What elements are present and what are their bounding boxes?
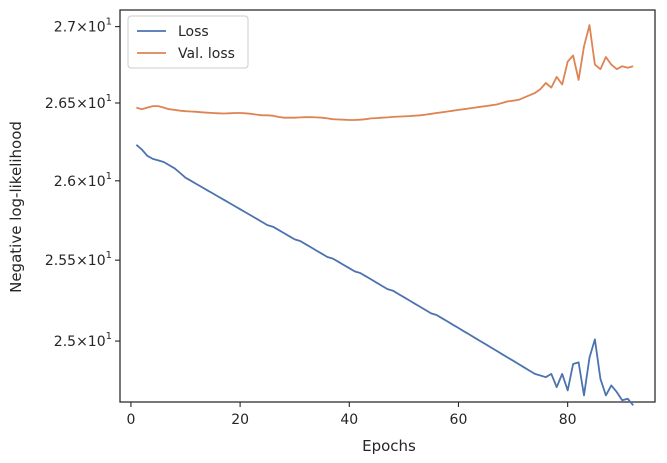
y-tick-base: 10 [88,174,106,190]
series-line-val-loss [136,24,634,121]
series-line-loss [135,144,634,406]
y-tick-base: 10 [88,96,106,112]
y-tick-base: 10 [88,20,106,36]
y-tick-mantissa: 2.55 [45,253,76,269]
y-tick-mantissa: 2.65 [45,96,76,112]
x-tick-label: 0 [126,412,135,428]
y-tick-label: 2.5×101 [54,331,112,350]
y-tick-label: 2.6×101 [54,171,112,190]
y-tick-base: 10 [88,334,106,350]
y-tick-label: 2.55×101 [45,250,112,269]
y-tick-base: 10 [88,253,106,269]
series-lines [135,24,634,406]
y-tick-mantissa: 2.7 [54,20,76,36]
x-tick-label: 40 [340,412,358,428]
y-tick-times: × [76,20,88,36]
y-tick-exponent: 1 [106,171,112,182]
y-tick-times: × [76,96,88,112]
y-tick-label: 2.7×101 [54,17,112,36]
legend-label-val-loss: Val. loss [178,46,235,62]
y-axis-label: Negative log-likelihood [7,121,25,293]
y-tick-exponent: 1 [106,93,112,104]
legend: Loss Val. loss [127,15,249,69]
legend-label-loss: Loss [178,24,209,40]
x-axis: 0 20 40 60 80 [126,402,577,428]
y-tick-mantissa: 2.5 [54,334,76,350]
x-axis-label: Epochs [362,437,416,455]
plot-area: 0 20 40 60 80 2.5×1012.55×1012.6×1012.65×101… [45,9,656,428]
y-tick-exponent: 1 [106,250,112,261]
y-tick-label: 2.65×101 [45,93,112,112]
y-tick-exponent: 1 [106,331,112,342]
y-tick-mantissa: 2.6 [54,174,76,190]
y-tick-times: × [76,334,88,350]
y-tick-times: × [76,253,88,269]
y-tick-exponent: 1 [106,17,112,28]
x-tick-label: 80 [559,412,577,428]
x-tick-label: 60 [450,412,468,428]
y-tick-times: × [76,174,88,190]
legend-box [127,15,249,69]
x-tick-label: 20 [231,412,249,428]
plot-frame [119,9,656,403]
